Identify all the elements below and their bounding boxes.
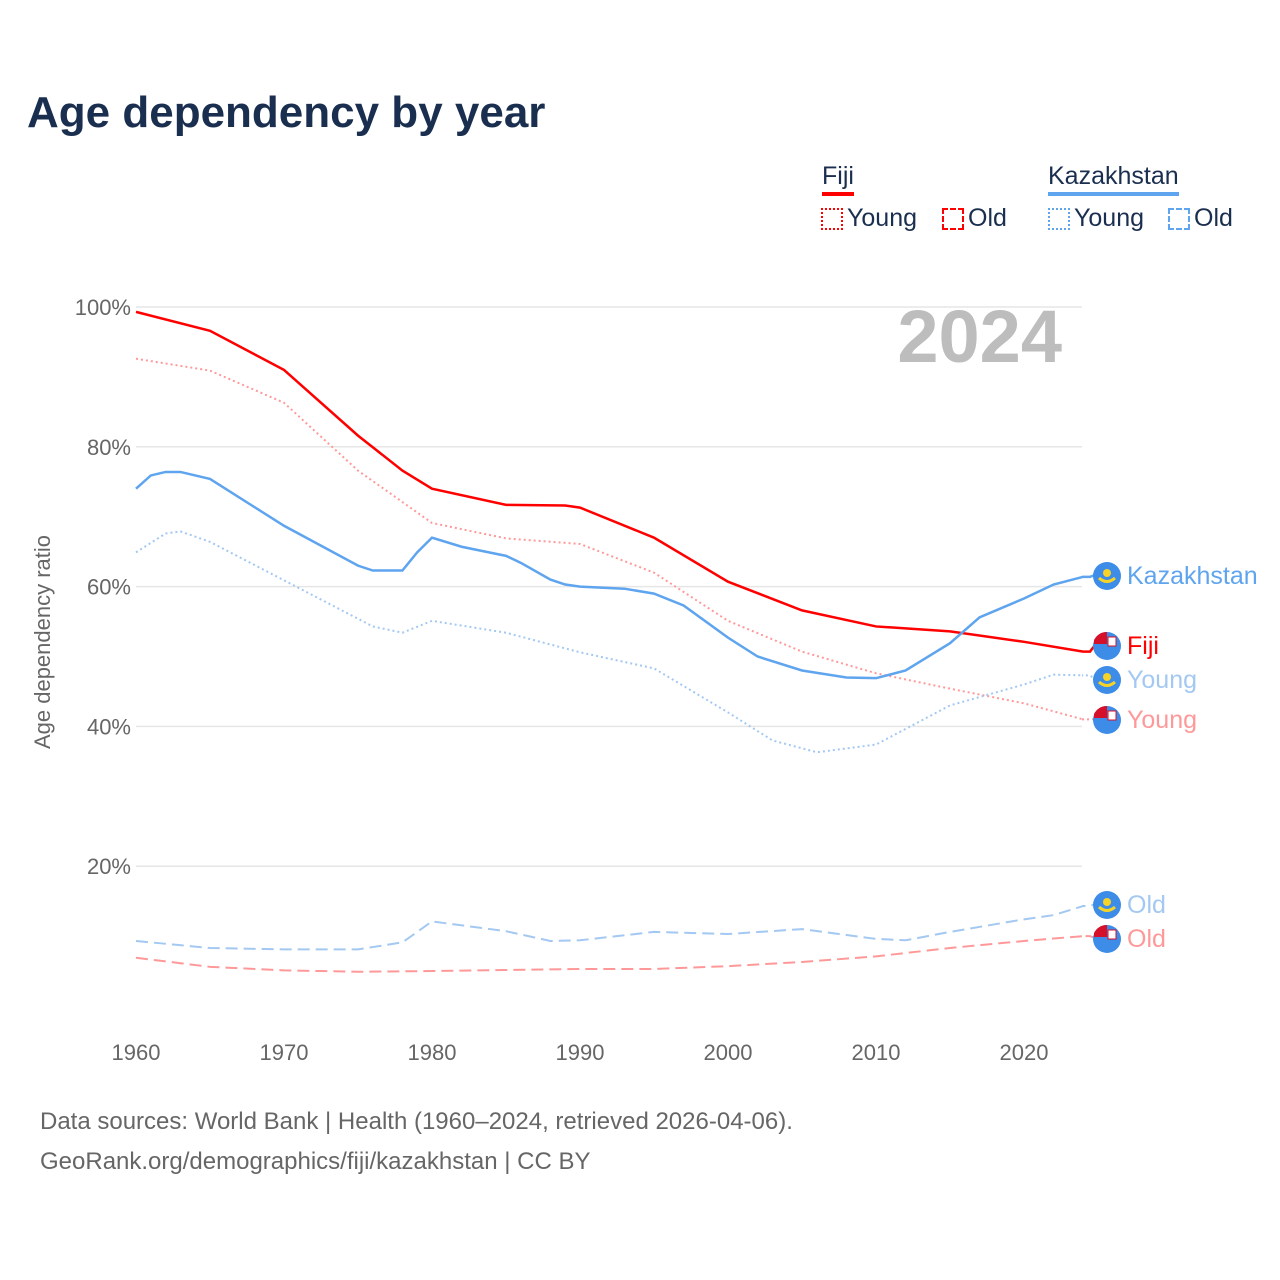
legend-fiji[interactable]: Fiji — [822, 162, 854, 196]
y-axis-label: Age dependency ratio — [30, 535, 55, 749]
legend-label: Old — [968, 204, 1007, 232]
x-tick-label: 1980 — [408, 1040, 457, 1065]
y-tick-label: 20% — [87, 854, 131, 879]
legend-label: Young — [1074, 204, 1144, 232]
dotted-swatch-icon — [1048, 207, 1070, 230]
y-tick-label: 40% — [87, 714, 131, 739]
y-tick-label: 60% — [87, 575, 131, 600]
fiji-flag-icon — [1093, 924, 1121, 953]
kazakhstan-flag-icon — [1093, 666, 1121, 694]
series-line-fiji[interactable] — [135, 310, 1096, 653]
legend-label: Young — [847, 204, 917, 232]
legend-fiji-young[interactable]: Young — [821, 204, 917, 233]
end-label: Old — [1127, 925, 1166, 953]
end-label: Old — [1127, 891, 1166, 919]
end-label: Young — [1127, 666, 1197, 694]
year-watermark: 2024 — [897, 295, 1062, 378]
x-tick-label: 1990 — [556, 1040, 605, 1065]
end-label: Kazakhstan — [1127, 562, 1258, 590]
y-tick-label: 100% — [75, 295, 131, 320]
kazakhstan-flag-icon — [1093, 891, 1121, 919]
legend-fiji-old[interactable]: Old — [942, 204, 1007, 233]
series-line-fiji-old[interactable] — [135, 935, 1096, 973]
x-tick-label: 2010 — [852, 1040, 901, 1065]
dotted-swatch-icon — [821, 207, 843, 230]
series-line-fiji-young[interactable] — [135, 357, 1096, 721]
legend-kazakhstan[interactable]: Kazakhstan — [1048, 162, 1179, 196]
end-label: Young — [1127, 706, 1197, 734]
fiji-flag-icon — [1093, 631, 1121, 660]
legend-label: Old — [1194, 204, 1233, 232]
fiji-flag-icon — [1093, 705, 1121, 734]
x-tick-label: 2000 — [704, 1040, 753, 1065]
x-tick-label: 2020 — [1000, 1040, 1049, 1065]
footer-link[interactable]: GeoRank.org/demographics/fiji/kazakhstan… — [40, 1148, 591, 1175]
legend-kazakhstan-old[interactable]: Old — [1168, 204, 1233, 233]
legend-kazakhstan-young[interactable]: Young — [1048, 204, 1144, 233]
x-tick-label: 1970 — [260, 1040, 309, 1065]
x-tick-label: 1960 — [112, 1040, 161, 1065]
dashed-swatch-icon — [942, 207, 964, 230]
footer-sources: Data sources: World Bank | Health (1960–… — [40, 1108, 793, 1135]
kazakhstan-flag-icon — [1093, 562, 1121, 590]
series-line-kazakhstan-young[interactable] — [135, 530, 1096, 754]
dashed-swatch-icon — [1168, 207, 1190, 230]
series-line-kazakhstan[interactable] — [135, 470, 1096, 680]
y-tick-label: 80% — [87, 435, 131, 460]
chart-title: Age dependency by year — [27, 88, 546, 137]
end-label: Fiji — [1127, 632, 1159, 660]
series-line-kazakhstan-old[interactable] — [135, 903, 1096, 951]
